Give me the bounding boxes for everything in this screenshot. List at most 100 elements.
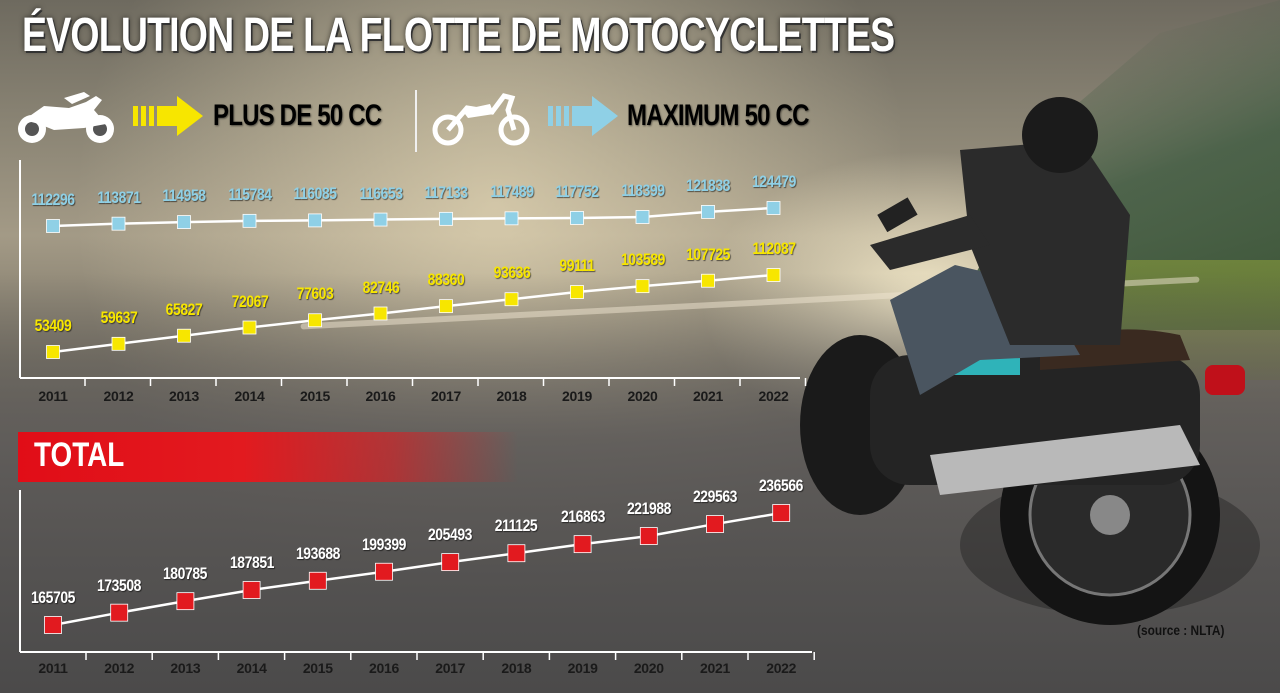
chart1-data-point bbox=[766, 201, 781, 215]
chart1-data-point bbox=[701, 205, 715, 219]
chart1-year-label: 2022 bbox=[758, 388, 789, 404]
chart2-data-label: 193688 bbox=[295, 543, 340, 563]
chart2-data-label: 180785 bbox=[163, 564, 208, 584]
legend-max-50cc-label: MAXIMUM 50 CC bbox=[627, 99, 809, 132]
chart2-year-label: 2019 bbox=[567, 660, 598, 676]
chart1-data-label: 107725 bbox=[685, 244, 731, 264]
chart2-data-label: 165705 bbox=[30, 588, 76, 607]
chart1-data-point bbox=[177, 328, 191, 343]
chart1-year-label: 2017 bbox=[431, 388, 461, 404]
chart1-data-label: 117752 bbox=[555, 181, 599, 201]
motorcycle-icon bbox=[18, 92, 114, 143]
chart1-data-point bbox=[308, 313, 322, 328]
chart2-year-label: 2013 bbox=[170, 660, 201, 676]
chart2-data-label: 199399 bbox=[361, 534, 407, 554]
chart1-year-label: 2016 bbox=[365, 388, 396, 404]
chart2-data-point bbox=[375, 562, 393, 581]
chart1-data-point bbox=[373, 212, 388, 227]
chart1-data-point bbox=[635, 279, 650, 294]
chart1-data-point bbox=[242, 320, 257, 335]
chart1-data-label: 124479 bbox=[751, 172, 796, 191]
chart2-data-point bbox=[242, 581, 261, 599]
chart1-data-point bbox=[635, 210, 650, 224]
chart1-data-label: 99111 bbox=[559, 256, 595, 276]
chart1-year-label: 2021 bbox=[693, 388, 723, 404]
chart1-data-point bbox=[308, 213, 322, 228]
chart1-data-label: 115784 bbox=[227, 184, 272, 204]
chart2-series-line bbox=[52, 511, 782, 627]
chart2-year-label: 2012 bbox=[104, 660, 135, 676]
chart1-data-point bbox=[373, 306, 388, 321]
chart1-data-label: 116085 bbox=[293, 184, 337, 204]
chart1-data-label: 116653 bbox=[358, 183, 403, 203]
chart1-data-label: 113871 bbox=[96, 187, 141, 207]
chart1-data-point bbox=[766, 268, 781, 282]
chart1-data-label: 112087 bbox=[751, 239, 796, 258]
chart1-data-point bbox=[111, 336, 126, 351]
chart1-data-point bbox=[570, 285, 584, 299]
chart1-data-label: 65827 bbox=[165, 299, 203, 319]
chart1-data-label: 118399 bbox=[620, 180, 665, 200]
chart1-data-point bbox=[242, 213, 257, 228]
chart2-data-point bbox=[110, 603, 129, 622]
chart1-data-point bbox=[439, 299, 453, 314]
chart1-data-label: 112296 bbox=[31, 190, 75, 209]
chart2-data-label: 211125 bbox=[495, 516, 538, 536]
chart1-data-point bbox=[111, 216, 126, 231]
chart2-data-point bbox=[44, 616, 62, 634]
chart2-data-point bbox=[573, 535, 592, 554]
chart2-year-label: 2022 bbox=[766, 660, 797, 676]
chart2-year-label: 2020 bbox=[633, 660, 664, 676]
chart2-year-label: 2021 bbox=[700, 660, 730, 676]
arrow-right-icon bbox=[548, 96, 618, 136]
page-title: ÉVOLUTION DE LA FLOTTE DE MOTOCYCLETTES bbox=[22, 9, 895, 62]
chart2-data-label: 216863 bbox=[560, 507, 605, 527]
chart2-data-label: 221988 bbox=[626, 499, 671, 519]
chart1-year-label: 2013 bbox=[169, 388, 199, 404]
chart2-data-label: 236566 bbox=[759, 476, 804, 495]
chart2-data-point bbox=[507, 544, 526, 563]
chart2-year-label: 2015 bbox=[302, 660, 333, 676]
chart1-data-point bbox=[177, 215, 191, 229]
chart2-year-label: 2017 bbox=[435, 660, 466, 676]
chart2-year-label: 2011 bbox=[38, 660, 68, 676]
chart1-year-label: 2012 bbox=[103, 388, 134, 404]
chart2-data-label: 229563 bbox=[692, 487, 738, 507]
moped-icon bbox=[432, 93, 530, 146]
chart1-data-label: 59637 bbox=[100, 307, 137, 327]
chart2-data-label: 187851 bbox=[229, 552, 274, 572]
chart1-series-line-0 bbox=[52, 206, 774, 228]
chart1-data-point bbox=[46, 345, 60, 359]
chart1-data-label: 88360 bbox=[427, 270, 465, 290]
chart1-year-label: 2011 bbox=[38, 388, 68, 404]
chart1-data-label: 93636 bbox=[493, 263, 530, 283]
chart2-data-point bbox=[441, 553, 460, 572]
source-note: (source : NLTA) bbox=[1137, 622, 1225, 638]
chart2-data-label: 205493 bbox=[428, 525, 473, 545]
chart2-data-label: 173508 bbox=[97, 575, 142, 595]
chart1-data-point bbox=[570, 211, 584, 225]
chart1-data-point bbox=[504, 211, 519, 226]
chart2-data-point bbox=[772, 504, 791, 522]
chart1-data-point bbox=[701, 273, 715, 288]
chart1-data-label: 117489 bbox=[489, 182, 534, 202]
total-banner-label: TOTAL bbox=[34, 436, 125, 474]
chart1-data-label: 103589 bbox=[620, 250, 665, 270]
chart2-year-label: 2016 bbox=[369, 660, 399, 676]
total-banner bbox=[18, 432, 518, 482]
chart1-data-label: 77603 bbox=[296, 284, 334, 304]
chart1-data-label: 117133 bbox=[424, 182, 468, 202]
chart2-data-point bbox=[308, 571, 327, 590]
chart1-year-label: 2014 bbox=[234, 388, 265, 404]
chart1-data-point bbox=[504, 292, 519, 307]
motorcyclist-photo bbox=[800, 97, 1260, 625]
chart1-year-label: 2018 bbox=[496, 388, 527, 404]
chart1-data-label: 114958 bbox=[162, 186, 206, 206]
chart1-data-label: 72067 bbox=[231, 291, 268, 311]
chart1-series-line-1 bbox=[52, 273, 774, 354]
chart1-data-label: 82746 bbox=[362, 277, 399, 297]
legend-divider bbox=[415, 90, 417, 152]
chart1-year-label: 2015 bbox=[300, 388, 330, 404]
chart1-data-label: 53409 bbox=[34, 316, 72, 335]
